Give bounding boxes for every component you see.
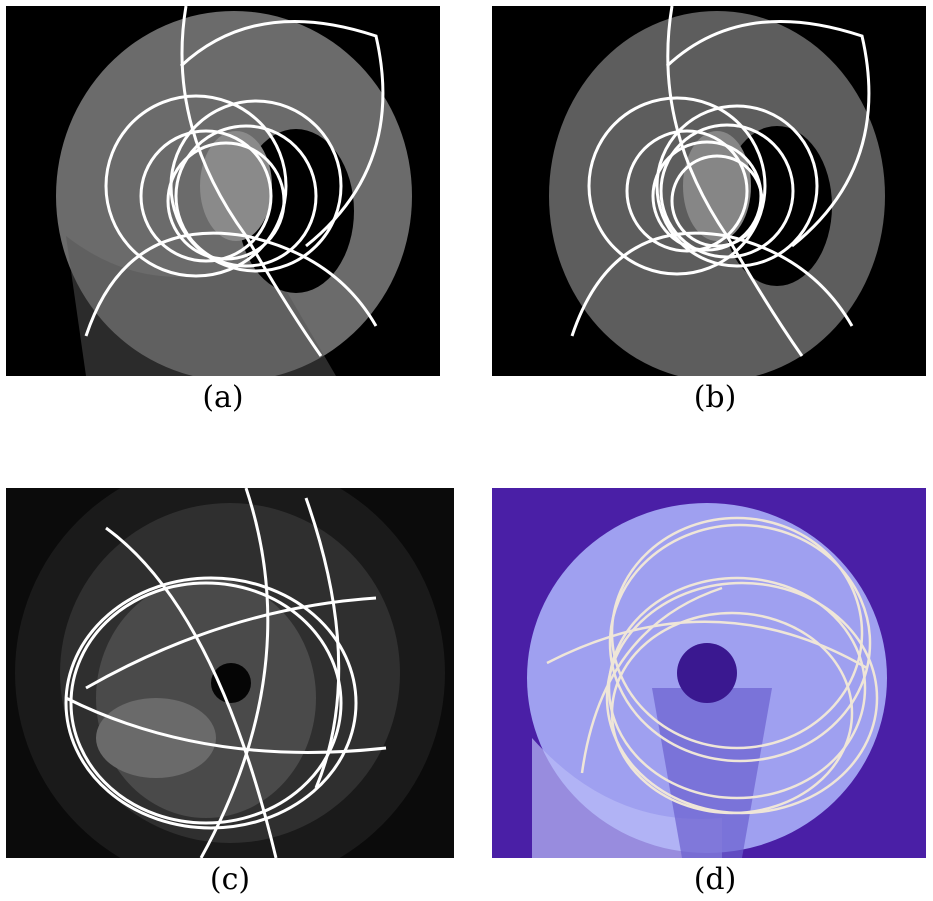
panel-b-circle-6 bbox=[670, 154, 764, 248]
panel-c-bright-area bbox=[96, 698, 216, 778]
panel-b-arc-3 bbox=[665, 20, 871, 248]
caption-d: (d) bbox=[693, 862, 737, 897]
panel-a-curves bbox=[84, 6, 385, 357]
panel-d-curves bbox=[546, 516, 879, 815]
panel-a-circle-2 bbox=[174, 124, 318, 268]
panel-d-image bbox=[492, 488, 926, 858]
panel-c-ellipse-1 bbox=[69, 581, 343, 825]
panel-b-circle-2 bbox=[659, 123, 795, 259]
panel-d-svg bbox=[492, 488, 926, 858]
panel-c-arc-2 bbox=[85, 596, 377, 690]
panel-d-center-dark bbox=[677, 643, 737, 703]
panel-d-arc-2 bbox=[580, 586, 723, 774]
caption-c: (c) bbox=[209, 862, 251, 897]
panel-d-ellipse-1 bbox=[610, 516, 864, 750]
caption-b: (b) bbox=[693, 380, 737, 415]
panel-b-curves bbox=[570, 6, 871, 357]
panel-a-svg bbox=[6, 6, 440, 376]
panel-a-circle-1 bbox=[104, 94, 288, 278]
panel-a-image bbox=[6, 6, 440, 376]
panel-b-circle-4 bbox=[655, 104, 819, 268]
panel-b-svg bbox=[492, 6, 926, 376]
panel-a-arc-2 bbox=[180, 6, 323, 357]
panel-a-light-region bbox=[200, 131, 272, 241]
panel-b-dark-region bbox=[722, 126, 832, 286]
panel-c-arc-3 bbox=[199, 488, 270, 858]
panel-c-arc-4 bbox=[304, 497, 341, 789]
caption-a: (a) bbox=[202, 380, 244, 415]
panel-d-ellipse-2 bbox=[608, 523, 872, 763]
panel-c-svg bbox=[6, 488, 454, 858]
panel-b-circle-5 bbox=[625, 129, 749, 253]
panel-c-center-object bbox=[211, 663, 251, 703]
panel-c-image bbox=[6, 488, 454, 858]
panel-a-circle-4 bbox=[169, 99, 343, 273]
panel-b-image bbox=[492, 6, 926, 376]
panel-c-scene bbox=[96, 578, 316, 818]
panel-d-ellipse-3 bbox=[607, 576, 867, 800]
panel-a-arc-1 bbox=[84, 231, 378, 337]
panel-d-corridor bbox=[652, 688, 772, 858]
panel-c-arc-5 bbox=[105, 526, 278, 858]
panel-b-arc-2 bbox=[666, 6, 804, 357]
panel-b-circle-1 bbox=[587, 96, 767, 276]
panel-d-bright-area bbox=[532, 738, 722, 858]
panel-c-arc-1 bbox=[65, 696, 387, 754]
panel-b-light-region bbox=[683, 131, 751, 241]
panel-c-ellipse-2 bbox=[64, 576, 358, 830]
panel-c-curves bbox=[64, 488, 387, 858]
panel-d-arc-1 bbox=[546, 620, 868, 670]
panel-a-arc-3 bbox=[179, 20, 385, 248]
panel-d-ellipse-5 bbox=[610, 611, 854, 815]
panel-a-circle-5 bbox=[139, 129, 273, 263]
